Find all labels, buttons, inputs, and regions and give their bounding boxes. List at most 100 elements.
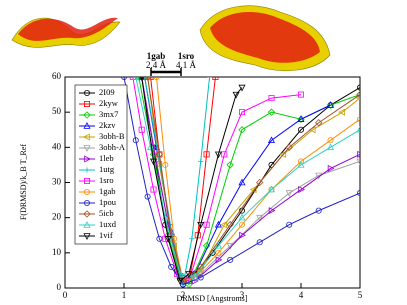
series-line — [123, 77, 360, 286]
marker — [239, 231, 246, 239]
marker — [214, 220, 222, 228]
marker — [150, 186, 157, 193]
marker — [286, 221, 293, 228]
annotation: 4.1 Å — [176, 60, 197, 70]
marker — [214, 151, 222, 159]
marker — [297, 158, 304, 165]
protein-image-right — [199, 5, 331, 71]
marker — [356, 90, 360, 99]
marker — [171, 235, 178, 242]
marker — [155, 150, 164, 159]
marker — [214, 241, 222, 249]
marker — [326, 143, 335, 151]
series-line — [141, 77, 360, 282]
marker — [238, 178, 246, 186]
series-line — [147, 77, 360, 282]
marker — [191, 273, 199, 281]
marker — [215, 249, 222, 256]
marker — [197, 274, 204, 281]
marker — [256, 239, 263, 246]
marker — [298, 186, 305, 194]
marker — [176, 269, 184, 277]
marker — [206, 77, 213, 80]
marker — [149, 158, 158, 166]
marker — [267, 108, 276, 116]
legend-marker — [83, 133, 90, 141]
legend: 2I092kyw3mx72kzv3obh-B3obh-A1leb1utg1sro… — [74, 84, 128, 245]
legend-label: 3obh-A — [99, 142, 126, 152]
legend-label: 2kyw — [99, 98, 119, 108]
marker — [315, 119, 323, 127]
marker — [357, 84, 360, 91]
marker — [238, 221, 245, 228]
marker — [238, 126, 246, 134]
marker — [189, 236, 195, 242]
legend-label: 1utg — [99, 164, 115, 174]
annotation: 2.4 Å — [146, 60, 167, 70]
legend-label: 3mx7 — [99, 109, 118, 119]
marker — [285, 190, 293, 198]
marker — [232, 91, 240, 99]
marker — [238, 109, 245, 116]
marker — [156, 158, 162, 164]
marker — [212, 77, 219, 81]
marker — [297, 115, 305, 122]
marker — [356, 96, 360, 101]
marker — [268, 95, 275, 102]
legend-label: 3obh-B — [99, 131, 125, 141]
legend-marker — [84, 155, 91, 163]
marker — [268, 207, 276, 215]
legend-label: 1pou — [99, 197, 117, 207]
marker — [142, 77, 148, 80]
legend-marker — [83, 210, 91, 218]
annotation: 1sro — [178, 51, 195, 61]
marker — [297, 91, 304, 98]
y-axis-label: F(DRMSD)/k_B T_Ref — [19, 144, 28, 220]
y-tick-label: 30 — [52, 177, 62, 187]
marker — [297, 126, 304, 133]
marker — [238, 213, 246, 221]
marker — [221, 151, 228, 158]
marker — [153, 77, 160, 80]
marker — [132, 137, 139, 144]
marker — [203, 151, 210, 158]
marker — [203, 221, 210, 228]
legend-marker — [83, 122, 91, 129]
marker — [121, 77, 127, 80]
x-tick-label: 2 — [181, 290, 186, 300]
legend-label: 2kzv — [99, 120, 116, 130]
legend-label: 1leb — [99, 153, 114, 163]
marker — [297, 160, 305, 168]
protein-image-left — [11, 17, 121, 48]
y-tick-label: 50 — [52, 106, 62, 116]
legend-marker — [84, 101, 91, 108]
legend-box — [74, 84, 128, 245]
marker — [168, 263, 175, 270]
marker — [215, 256, 223, 264]
legend-label: 2I09 — [99, 87, 115, 97]
marker — [156, 235, 163, 242]
legend-marker — [83, 221, 91, 228]
legend-label: 1sro — [99, 175, 114, 185]
x-tick-label: 0 — [63, 290, 68, 300]
series-line — [141, 77, 243, 282]
marker — [285, 143, 293, 152]
series-line — [155, 77, 360, 282]
marker — [138, 126, 145, 133]
marker — [226, 161, 234, 169]
marker — [162, 161, 169, 168]
legend-label: 5icb — [99, 208, 114, 218]
legend-marker — [83, 145, 91, 152]
marker — [256, 214, 264, 222]
legend-marker — [83, 233, 91, 240]
marker — [164, 236, 172, 243]
marker — [326, 101, 335, 108]
marker — [179, 281, 186, 288]
marker — [227, 256, 234, 263]
y-tick-label: 10 — [52, 247, 62, 257]
marker — [197, 221, 205, 229]
marker — [144, 193, 151, 200]
legend-marker — [83, 111, 91, 119]
x-axis-label: DRMSD [Angstroms] — [177, 294, 248, 303]
legend-label: 1uxd — [99, 219, 117, 229]
